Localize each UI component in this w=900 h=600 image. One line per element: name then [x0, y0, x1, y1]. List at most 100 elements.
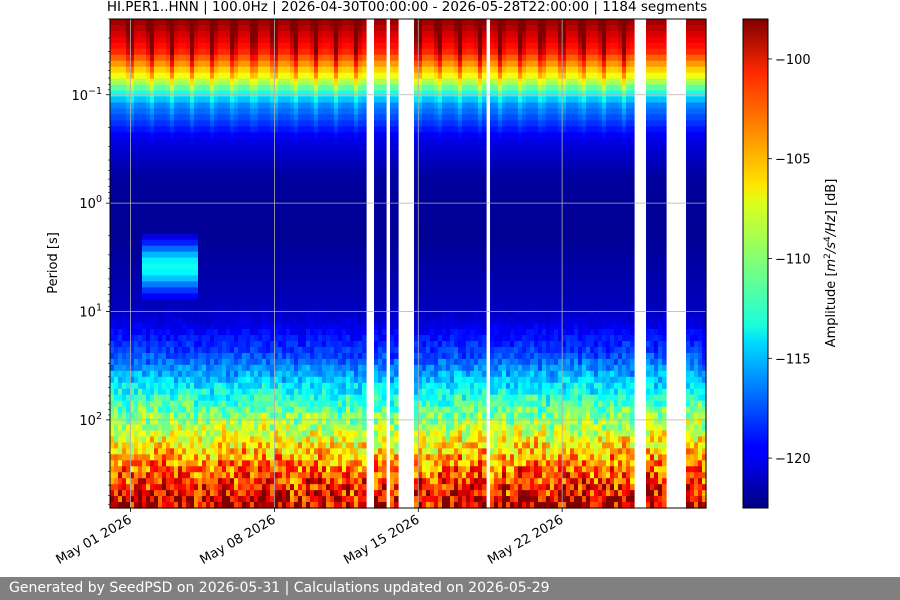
heatmap-cell: [126, 30, 131, 38]
heatmap-cell: [326, 84, 331, 92]
heatmap-cell: [114, 132, 119, 139]
heatmap-cell: [198, 132, 203, 139]
heatmap-cell: [234, 48, 239, 56]
heatmap-cell: [194, 54, 199, 62]
heatmap-cell: [302, 180, 307, 187]
heatmap-cell: [194, 48, 199, 56]
heatmap-cell: [226, 30, 231, 38]
heatmap-cell: [150, 257, 155, 265]
heatmap-cell: [146, 442, 151, 449]
heatmap-cell: [178, 156, 183, 163]
heatmap-cell: [298, 78, 303, 86]
heatmap-cell: [250, 341, 255, 348]
heatmap-cell: [186, 352, 191, 360]
heatmap-cell: [254, 478, 259, 485]
heatmap-cell: [218, 191, 223, 199]
heatmap-cell: [310, 251, 315, 259]
heatmap-cell: [226, 102, 231, 110]
heatmap-cell: [302, 346, 307, 354]
heatmap-cell: [186, 150, 191, 157]
heatmap-cell: [210, 269, 215, 277]
heatmap-cell: [182, 180, 187, 187]
heatmap-cell: [318, 138, 323, 145]
heatmap-cell: [214, 36, 219, 44]
heatmap-cell: [202, 388, 207, 396]
heatmap-cell: [294, 460, 299, 467]
heatmap-cell: [282, 406, 287, 414]
heatmap-cell: [130, 352, 135, 360]
heatmap-cell: [334, 317, 339, 324]
heatmap-cell: [154, 185, 159, 193]
heatmap-cell: [274, 400, 279, 408]
heatmap-cell: [190, 335, 195, 342]
heatmap-cell: [174, 287, 179, 294]
heatmap-cell: [122, 370, 127, 378]
heatmap-cell: [194, 388, 199, 396]
heatmap-cell: [294, 370, 299, 378]
heatmap-cell: [222, 215, 227, 223]
heatmap-cell: [230, 138, 235, 145]
heatmap-cell: [254, 132, 259, 139]
heatmap-cell: [114, 84, 119, 92]
heatmap-cell: [346, 132, 351, 139]
heatmap-cell: [282, 430, 287, 438]
heatmap-cell: [286, 19, 291, 26]
heatmap-cell: [214, 24, 219, 32]
heatmap-cell: [114, 66, 119, 74]
heatmap-cell: [246, 382, 251, 390]
heatmap-cell: [306, 227, 311, 235]
heatmap-cell: [278, 215, 283, 223]
heatmap-cell: [186, 239, 191, 247]
heatmap-cell: [338, 460, 343, 467]
heatmap-cell: [330, 96, 335, 104]
heatmap-cell: [294, 490, 299, 497]
heatmap-cell: [158, 287, 163, 294]
heatmap-cell: [242, 78, 247, 86]
heatmap-cell: [234, 287, 239, 294]
heatmap-cell: [170, 162, 175, 169]
heatmap-cell: [250, 490, 255, 497]
heatmap-cell: [286, 197, 291, 205]
heatmap-cell: [242, 388, 247, 396]
heatmap-cell: [174, 174, 179, 181]
heatmap-cell: [262, 502, 267, 509]
heatmap-cell: [206, 102, 211, 110]
heatmap-cell: [234, 90, 239, 98]
heatmap-cell: [342, 305, 347, 312]
heatmap-cell: [230, 317, 235, 324]
heatmap-cell: [246, 478, 251, 485]
heatmap-cell: [194, 496, 199, 503]
heatmap-cell: [326, 418, 331, 426]
heatmap-cell: [214, 281, 219, 288]
heatmap-cell: [170, 287, 175, 294]
heatmap-cell: [350, 472, 355, 479]
heatmap-cell: [158, 317, 163, 324]
heatmap-cell: [294, 78, 299, 86]
heatmap-cell: [242, 60, 247, 68]
heatmap-cell: [302, 388, 307, 396]
heatmap-cell: [186, 42, 191, 50]
heatmap-cell: [186, 251, 191, 259]
heatmap-cell: [262, 84, 267, 92]
heatmap-cell: [214, 293, 219, 300]
heatmap-cell: [302, 436, 307, 443]
heatmap-cell: [142, 174, 147, 181]
heatmap-cell: [246, 352, 251, 360]
heatmap-cell: [318, 496, 323, 503]
heatmap-cell: [122, 162, 127, 169]
heatmap-cell: [258, 60, 263, 68]
heatmap-cell: [238, 102, 243, 110]
heatmap-cell: [194, 96, 199, 104]
heatmap-cell: [234, 442, 239, 449]
heatmap-cell: [138, 496, 143, 503]
heatmap-cell: [310, 209, 315, 217]
heatmap-cell: [286, 442, 291, 449]
heatmap-cell: [118, 42, 123, 50]
heatmap-cell: [130, 227, 135, 235]
heatmap-cell: [238, 329, 243, 336]
heatmap-cell: [126, 185, 131, 193]
heatmap-cell: [174, 132, 179, 139]
heatmap-cell: [122, 281, 127, 288]
heatmap-cell: [114, 406, 119, 414]
heatmap-cell: [206, 30, 211, 38]
